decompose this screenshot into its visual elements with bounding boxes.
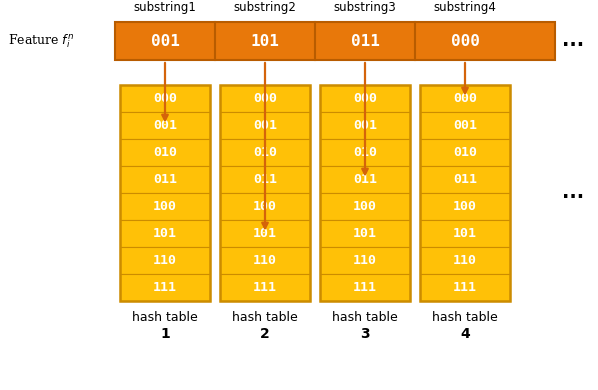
Text: 3: 3 — [360, 327, 370, 341]
Bar — [320, 112, 410, 139]
Text: 101: 101 — [153, 227, 177, 240]
Bar — [320, 220, 410, 247]
Text: hash table: hash table — [132, 311, 198, 324]
Text: 110: 110 — [253, 254, 277, 267]
Bar — [220, 85, 310, 112]
Text: Feature $f_i^n$: Feature $f_i^n$ — [8, 32, 74, 50]
Text: 001: 001 — [151, 34, 179, 48]
Text: ...: ... — [562, 32, 584, 50]
Text: 000: 000 — [353, 92, 377, 105]
Bar — [120, 85, 210, 301]
Bar — [115, 22, 555, 60]
Text: 000: 000 — [450, 34, 480, 48]
Bar — [120, 274, 210, 301]
Bar — [420, 220, 510, 247]
Text: 011: 011 — [353, 173, 377, 186]
Text: substring1: substring1 — [133, 1, 196, 14]
Text: 100: 100 — [453, 200, 477, 213]
Text: 000: 000 — [253, 92, 277, 105]
Text: 001: 001 — [453, 119, 477, 132]
Bar — [120, 85, 210, 112]
Text: 000: 000 — [153, 92, 177, 105]
Bar — [420, 193, 510, 220]
Bar — [120, 193, 210, 220]
Text: 111: 111 — [153, 281, 177, 294]
Text: 101: 101 — [251, 34, 279, 48]
Text: 4: 4 — [460, 327, 470, 341]
Bar — [420, 166, 510, 193]
Text: 011: 011 — [453, 173, 477, 186]
Text: 2: 2 — [260, 327, 270, 341]
Bar — [220, 193, 310, 220]
Text: 011: 011 — [350, 34, 380, 48]
Bar — [220, 139, 310, 166]
Text: 010: 010 — [453, 146, 477, 159]
Text: 011: 011 — [253, 173, 277, 186]
Text: 001: 001 — [353, 119, 377, 132]
Text: substring3: substring3 — [334, 1, 396, 14]
Bar — [320, 247, 410, 274]
Text: 110: 110 — [453, 254, 477, 267]
Bar — [420, 112, 510, 139]
Bar — [120, 220, 210, 247]
Bar — [220, 247, 310, 274]
Bar — [420, 247, 510, 274]
Bar — [420, 139, 510, 166]
Text: 101: 101 — [253, 227, 277, 240]
Bar — [320, 274, 410, 301]
Bar — [320, 166, 410, 193]
Bar — [420, 85, 510, 112]
Text: 111: 111 — [353, 281, 377, 294]
Text: 100: 100 — [353, 200, 377, 213]
Text: 001: 001 — [153, 119, 177, 132]
Text: hash table: hash table — [332, 311, 398, 324]
Text: 100: 100 — [253, 200, 277, 213]
Bar — [220, 166, 310, 193]
Bar — [320, 193, 410, 220]
Text: hash table: hash table — [432, 311, 498, 324]
Bar — [320, 85, 410, 112]
Text: 110: 110 — [353, 254, 377, 267]
Bar — [420, 274, 510, 301]
Text: 010: 010 — [253, 146, 277, 159]
Text: 101: 101 — [453, 227, 477, 240]
Text: 011: 011 — [153, 173, 177, 186]
Bar — [120, 247, 210, 274]
Text: 110: 110 — [153, 254, 177, 267]
Text: 111: 111 — [253, 281, 277, 294]
Text: substring2: substring2 — [234, 1, 297, 14]
Text: 1: 1 — [160, 327, 170, 341]
Text: 101: 101 — [353, 227, 377, 240]
Bar — [220, 112, 310, 139]
Text: ...: ... — [562, 184, 584, 202]
Bar — [220, 85, 310, 301]
Text: 100: 100 — [153, 200, 177, 213]
Text: substring4: substring4 — [434, 1, 496, 14]
Bar — [120, 166, 210, 193]
Bar — [220, 274, 310, 301]
Text: 010: 010 — [353, 146, 377, 159]
Bar — [120, 139, 210, 166]
Text: 111: 111 — [453, 281, 477, 294]
Bar — [220, 220, 310, 247]
Text: 001: 001 — [253, 119, 277, 132]
Bar — [320, 85, 410, 301]
Bar — [420, 85, 510, 301]
Bar — [120, 112, 210, 139]
Text: hash table: hash table — [232, 311, 298, 324]
Text: 000: 000 — [453, 92, 477, 105]
Text: 010: 010 — [153, 146, 177, 159]
Bar — [320, 139, 410, 166]
